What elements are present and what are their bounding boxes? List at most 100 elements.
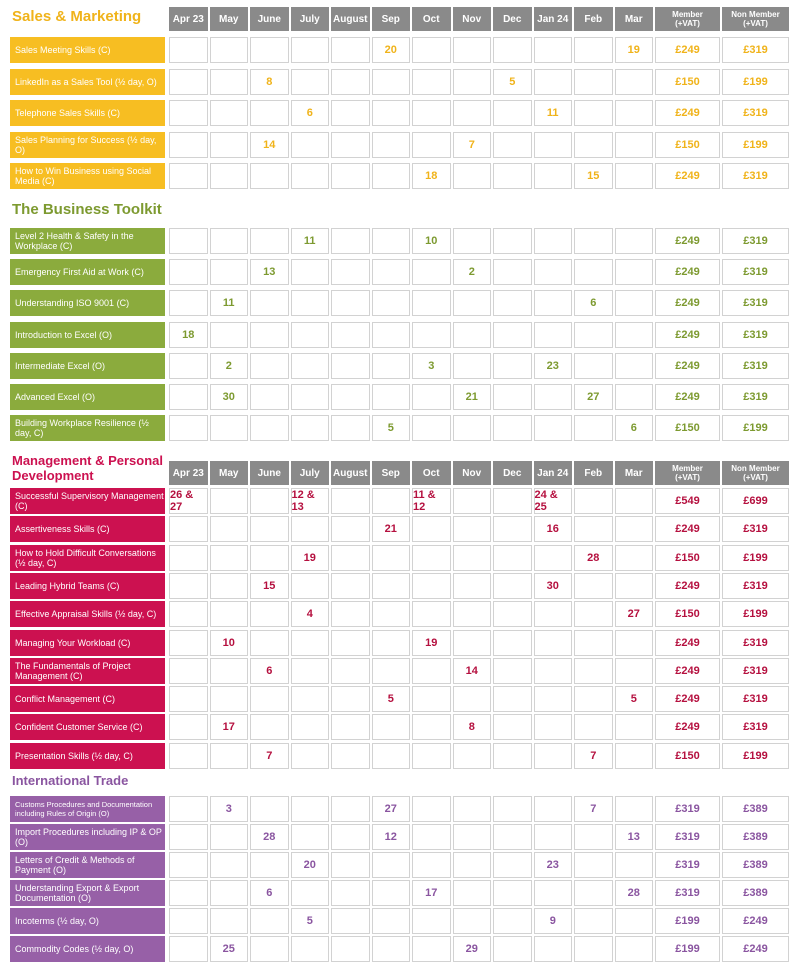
date-cell: 3 <box>209 796 248 822</box>
date-cell <box>452 572 491 599</box>
course-label[interactable]: Import Procedures including IP & OP (O) <box>10 824 165 850</box>
course-label[interactable]: Building Workplace Resilience (½ day, C) <box>10 415 165 442</box>
date-cell <box>169 686 208 713</box>
date-cell <box>412 572 451 599</box>
date-cell <box>250 936 289 962</box>
date-cell <box>209 37 248 63</box>
date-cell <box>614 936 653 962</box>
course-label[interactable]: LinkedIn as a Sales Tool (½ day, O) <box>10 68 165 95</box>
course-label[interactable]: Introduction to Excel (O) <box>10 321 165 348</box>
date-cell <box>412 37 451 63</box>
date-cell <box>331 880 370 906</box>
date-cell <box>412 908 451 934</box>
section-title-management-line2: Development <box>12 468 94 483</box>
course-date-cells: 18 £249 £319 <box>169 321 789 348</box>
date-cell: 23 <box>533 852 572 878</box>
date-cell <box>169 657 208 684</box>
course-row: Letters of Credit & Methods of Payment (… <box>0 852 796 878</box>
course-label[interactable]: Conflict Management (C) <box>10 686 165 713</box>
course-label[interactable]: Letters of Credit & Methods of Payment (… <box>10 852 165 878</box>
course-label[interactable]: The Fundamentals of Project Management (… <box>10 657 165 684</box>
course-label[interactable]: How to Win Business using Social Media (… <box>10 163 165 189</box>
nonmember-price: £319 <box>722 100 789 126</box>
date-cell <box>493 601 532 628</box>
date-cell <box>614 714 653 741</box>
date-cell <box>412 742 451 769</box>
course-date-cells: 26 & 27 12 & 13 11 & 12 24 & 25 £549 £699 <box>169 488 789 514</box>
course-label[interactable]: Understanding ISO 9001 (C) <box>10 290 165 317</box>
course-label[interactable]: Successful Supervisory Management (C) <box>10 488 165 514</box>
nonmember-price-header-line1: Non Member <box>731 10 780 19</box>
date-cell: 23 <box>533 352 572 379</box>
course-label[interactable]: Level 2 Health & Safety in the Workplace… <box>10 228 165 254</box>
course-label[interactable]: Intermediate Excel (O) <box>10 352 165 379</box>
member-price-header-line1: Member <box>672 10 703 19</box>
date-cell <box>412 852 451 878</box>
course-label[interactable]: Commodity Codes (½ day, O) <box>10 936 165 962</box>
course-date-cells: 5 9 £199 £249 <box>169 908 789 934</box>
course-label[interactable]: Presentation Skills (½ day, C) <box>10 742 165 769</box>
course-row: The Fundamentals of Project Management (… <box>0 657 796 684</box>
date-cell: 8 <box>452 714 491 741</box>
date-cell <box>614 68 653 95</box>
date-cell <box>250 100 289 126</box>
course-label[interactable]: Leading Hybrid Teams (C) <box>10 572 165 599</box>
course-row: Presentation Skills (½ day, C) 7 7 £150 £199 <box>0 742 796 769</box>
date-cell <box>574 824 613 850</box>
date-cell <box>169 290 208 317</box>
date-cell <box>614 290 653 317</box>
date-cell <box>250 629 289 656</box>
date-cell <box>209 259 248 286</box>
date-cell <box>371 68 410 95</box>
course-label[interactable]: Confident Customer Service (C) <box>10 714 165 741</box>
date-cell: 13 <box>614 824 653 850</box>
course-label[interactable]: Sales Planning for Success (½ day, O) <box>10 131 165 158</box>
date-cell: 24 & 25 <box>533 488 572 514</box>
course-date-cells: 28 12 13 £319 £389 <box>169 824 789 850</box>
date-cell <box>209 852 248 878</box>
nonmember-price: £319 <box>722 228 789 254</box>
date-cell <box>331 321 370 348</box>
course-label[interactable]: Customs Procedures and Documentation inc… <box>10 796 165 822</box>
member-price: £249 <box>655 37 720 63</box>
date-cell <box>574 686 613 713</box>
date-cell <box>331 516 370 543</box>
date-cell <box>412 415 451 442</box>
date-cell <box>371 908 410 934</box>
month-header-cell: July <box>290 7 329 31</box>
date-cell: 27 <box>574 384 613 410</box>
course-label[interactable]: Understanding Export & Export Documentat… <box>10 880 165 906</box>
nonmember-price: £319 <box>722 352 789 379</box>
course-label[interactable]: Telephone Sales Skills (C) <box>10 100 165 126</box>
date-cell <box>412 100 451 126</box>
date-cell <box>209 824 248 850</box>
course-label[interactable]: Sales Meeting Skills (C) <box>10 37 165 63</box>
date-cell <box>533 936 572 962</box>
date-cell <box>493 880 532 906</box>
nonmember-price: £389 <box>722 796 789 822</box>
date-cell <box>250 852 289 878</box>
member-price: £249 <box>655 657 720 684</box>
course-label[interactable]: Effective Appraisal Skills (½ day, C) <box>10 601 165 628</box>
member-price: £319 <box>655 852 720 878</box>
course-label[interactable]: Assertiveness Skills (C) <box>10 516 165 543</box>
course-row: Leading Hybrid Teams (C) 15 30 £249 £319 <box>0 572 796 599</box>
date-cell <box>412 321 451 348</box>
section-title-trade: International Trade <box>12 773 129 788</box>
date-cell <box>452 163 491 189</box>
course-label[interactable]: Emergency First Aid at Work (C) <box>10 259 165 286</box>
date-cell <box>331 68 370 95</box>
course-label[interactable]: How to Hold Difficult Conversations (½ d… <box>10 544 165 571</box>
course-row: Commodity Codes (½ day, O) 25 29 £199 £249 <box>0 936 796 962</box>
course-date-cells: 6 11 £249 £319 <box>169 100 789 126</box>
date-cell <box>614 908 653 934</box>
course-label[interactable]: Managing Your Workload (C) <box>10 629 165 656</box>
date-cell <box>169 629 208 656</box>
course-label[interactable]: Incoterms (½ day, O) <box>10 908 165 934</box>
month-header-cell: Sep <box>371 7 410 31</box>
course-date-cells: 13 2 £249 £319 <box>169 259 789 286</box>
date-cell: 15 <box>250 572 289 599</box>
date-cell <box>452 796 491 822</box>
course-label[interactable]: Advanced Excel (O) <box>10 384 165 410</box>
date-cell <box>290 880 329 906</box>
